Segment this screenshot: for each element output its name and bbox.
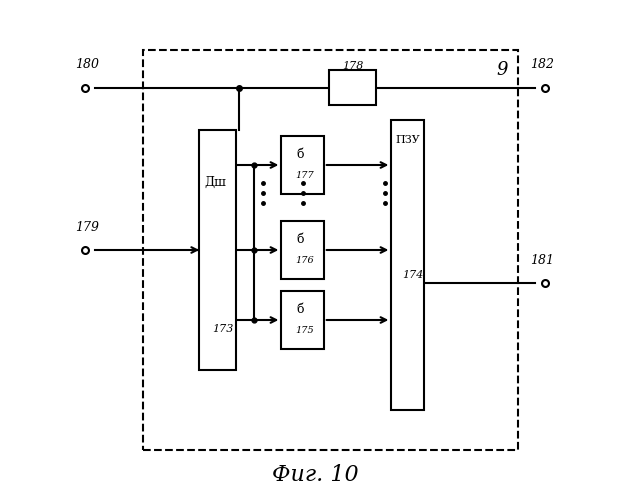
Text: 180: 180 [76, 58, 100, 71]
Text: Дш: Дш [204, 176, 226, 190]
Text: 181: 181 [530, 254, 554, 266]
Text: Фиг. 10: Фиг. 10 [272, 464, 358, 486]
Text: 179: 179 [76, 221, 100, 234]
Bar [329, 70, 376, 105]
Bar [281, 291, 324, 349]
Text: 176: 176 [295, 256, 314, 265]
Text: ПЗУ: ПЗУ [395, 136, 420, 145]
Text: б: б [296, 303, 304, 316]
Text: 175: 175 [295, 326, 314, 335]
Text: 173: 173 [212, 324, 233, 334]
Text: 9: 9 [496, 61, 508, 79]
Text: б: б [296, 233, 304, 246]
Bar [198, 130, 236, 370]
Text: 177: 177 [295, 171, 314, 180]
Bar [281, 136, 324, 194]
Bar [281, 221, 324, 279]
Text: б: б [296, 148, 304, 161]
Bar [142, 50, 517, 450]
Bar [391, 120, 424, 410]
Text: 182: 182 [530, 58, 554, 71]
Text: 174: 174 [402, 270, 423, 280]
Text: 178: 178 [342, 61, 363, 71]
